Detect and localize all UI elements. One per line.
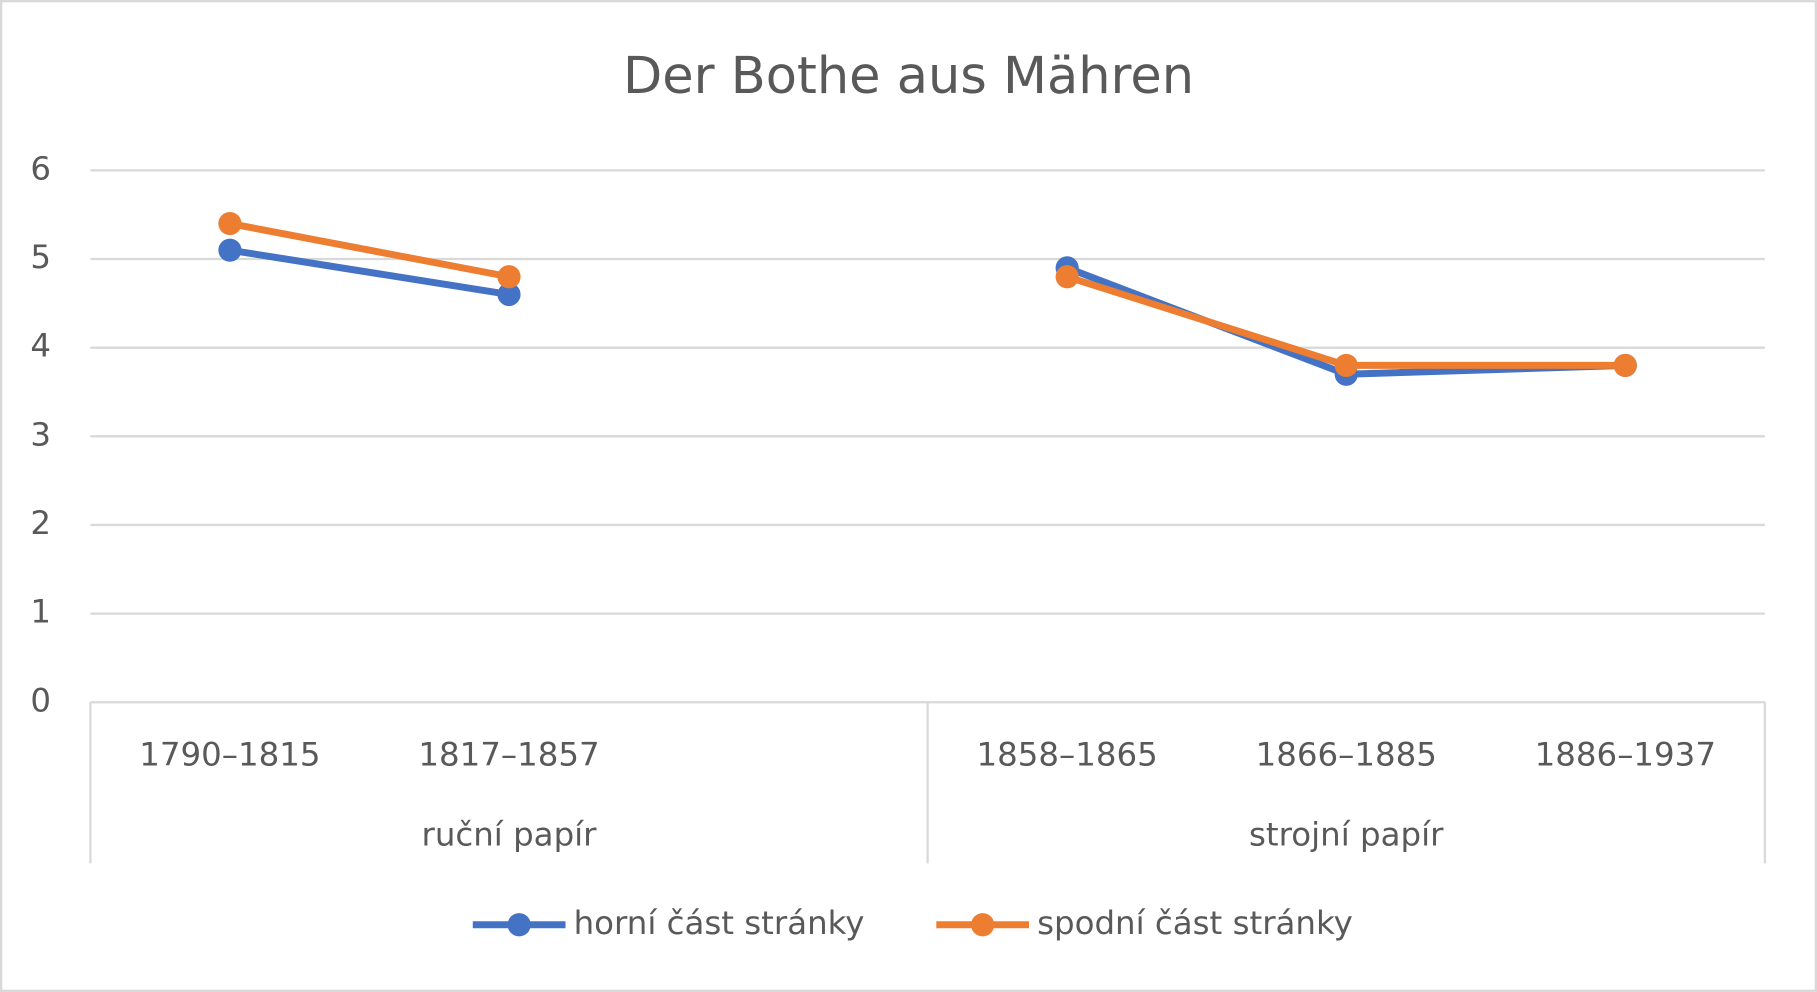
- group-label: ruční papír: [421, 816, 597, 854]
- data-point: [497, 265, 521, 289]
- y-tick-label: 6: [30, 149, 51, 187]
- y-tick-label: 2: [30, 504, 51, 542]
- data-point: [1334, 353, 1358, 377]
- series-line: [229, 246, 510, 298]
- data-point: [218, 211, 242, 236]
- legend-marker: [507, 913, 531, 937]
- y-tick-label: 4: [30, 327, 51, 365]
- y-tick-label: 1: [30, 593, 51, 631]
- x-tick-label: 1790–1815: [139, 736, 320, 774]
- chart-title: Der Bothe aus Mähren: [623, 47, 1194, 106]
- data-point: [1613, 353, 1637, 377]
- x-tick-label: 1886–1937: [1535, 736, 1716, 774]
- series-line: [229, 220, 510, 281]
- y-tick-label: 0: [30, 681, 51, 719]
- x-tick-label: 1817–1857: [418, 736, 599, 774]
- data-point: [218, 238, 242, 262]
- x-tick-label: 1866–1885: [1256, 736, 1437, 774]
- y-tick-label: 5: [30, 238, 51, 276]
- data-point: [497, 282, 521, 307]
- legend-marker: [971, 913, 995, 937]
- y-tick-label: 3: [30, 415, 51, 453]
- group-label: strojní papír: [1249, 816, 1444, 854]
- x-tick-label: 1858–1865: [976, 736, 1157, 774]
- legend-label: spodní část stránky: [1037, 904, 1353, 942]
- data-point: [1055, 265, 1079, 289]
- legend-label: horní část stránky: [574, 904, 865, 942]
